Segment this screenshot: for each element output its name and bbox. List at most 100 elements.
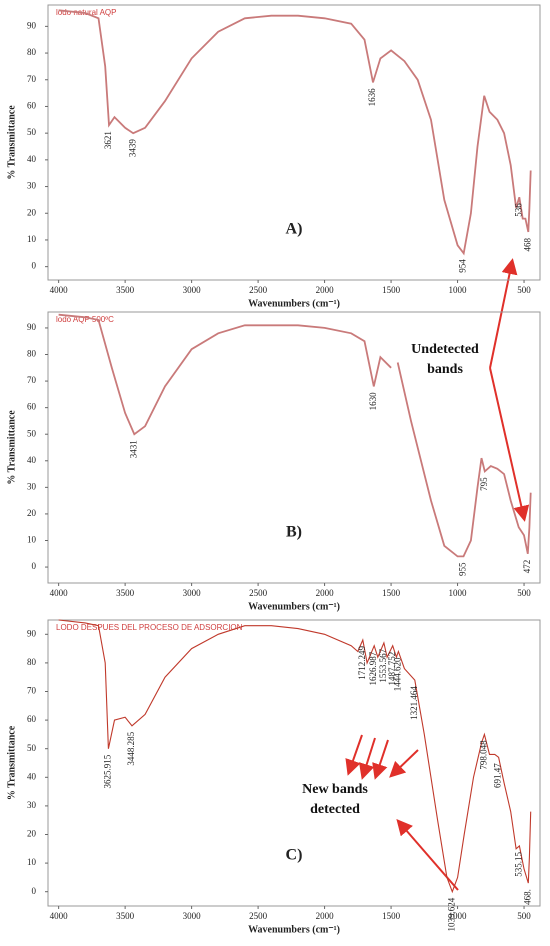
x-axis-title: Wavenumbers (cm⁻¹) [248, 601, 340, 612]
x-tick-label: 2500 [249, 588, 268, 598]
x-tick-label: 3000 [183, 588, 202, 598]
arrow [372, 739, 389, 780]
peak-label: 1636 [367, 88, 377, 107]
y-axis-title: % Transmittance [6, 410, 17, 485]
y-tick-label: 80 [27, 47, 37, 57]
x-tick-label: 4000 [50, 588, 69, 598]
peak-label: 468. [522, 889, 532, 905]
y-tick-label: 60 [27, 714, 37, 724]
plot-frame [47, 311, 541, 584]
y-tick-label: 40 [27, 154, 37, 164]
y-tick-label: 70 [27, 375, 37, 385]
arrow [489, 258, 518, 369]
x-tick-label: 1000 [449, 911, 468, 921]
x-tick-label: 3000 [183, 911, 202, 921]
x-axis-title: Wavenumbers (cm⁻¹) [248, 298, 340, 309]
x-tick-label: 2500 [249, 285, 268, 295]
x-tick-label: 3000 [183, 285, 202, 295]
x-tick-label: 1500 [382, 911, 401, 921]
y-tick-label: 30 [27, 181, 37, 191]
y-tick-label: 90 [27, 628, 37, 638]
x-tick-label: 4000 [50, 911, 69, 921]
y-tick-label: 20 [27, 207, 37, 217]
plot-frame [47, 619, 541, 907]
peak-label: 691.47 [493, 763, 503, 788]
y-tick-label: 40 [27, 455, 37, 465]
peak-label: 3439 [127, 139, 137, 158]
y-tick-label: 50 [27, 127, 37, 137]
peak-label: 955 [458, 562, 468, 576]
y-tick-label: 80 [27, 657, 37, 667]
peak-label: 1626.987 [368, 651, 378, 685]
panel-label: C) [286, 847, 303, 864]
y-tick-label: 60 [27, 402, 37, 412]
peak-label: 798.048 [478, 740, 488, 770]
y-tick-label: 0 [32, 886, 37, 896]
y-tick-label: 10 [27, 857, 37, 867]
y-tick-label: 50 [27, 428, 37, 438]
chart-title: LODO DESPUES DEL PROCESO DE ADSORCION [56, 623, 243, 632]
peak-label: 954 [458, 259, 468, 273]
peak-label: 1487.752 [387, 652, 397, 686]
y-tick-label: 20 [27, 508, 37, 518]
y-tick-label: 60 [27, 101, 37, 111]
panel-label: A) [286, 221, 303, 238]
annotation: Undetected bands [411, 342, 479, 377]
y-tick-label: 80 [27, 349, 37, 359]
y-tick-label: 20 [27, 829, 37, 839]
y-tick-label: 90 [27, 322, 37, 332]
x-tick-label: 2000 [316, 588, 335, 598]
peak-label: 1553.567 [378, 648, 388, 682]
x-tick-label: 500 [517, 285, 531, 295]
panel-label: B) [286, 524, 302, 541]
chart-title: lodo AQP 500ºC [56, 315, 114, 324]
peak-label: 795 [479, 477, 489, 491]
peak-label: 3431 [128, 440, 138, 458]
x-tick-label: 3500 [116, 911, 135, 921]
peak-label: 472 [522, 560, 532, 574]
y-tick-label: 0 [32, 261, 37, 271]
spectrum-line [58, 9, 532, 256]
y-axis-title: % Transmittance [6, 725, 17, 800]
arrow [358, 737, 376, 780]
peak-label: 1444.620 [392, 657, 402, 691]
y-tick-label: 50 [27, 743, 37, 753]
y-tick-label: 90 [27, 20, 37, 30]
plot-frame [47, 4, 541, 281]
peak-label: 536 [513, 203, 523, 217]
x-tick-label: 2500 [249, 911, 268, 921]
peak-label: 3625.915 [102, 754, 112, 788]
y-tick-label: 40 [27, 771, 37, 781]
y-tick-label: 30 [27, 800, 37, 810]
x-tick-label: 1500 [382, 588, 401, 598]
x-tick-label: 2000 [316, 911, 335, 921]
y-tick-label: 70 [27, 686, 37, 696]
peak-label: 535.15 [513, 851, 523, 876]
y-tick-label: 70 [27, 74, 37, 84]
peak-label: 1039.624 [446, 897, 456, 931]
x-tick-label: 3500 [116, 285, 135, 295]
arrow [396, 818, 459, 891]
y-tick-label: 10 [27, 535, 37, 545]
y-tick-label: 0 [32, 561, 37, 571]
peak-label: 3448.285 [126, 731, 136, 765]
peak-label: 1321.464 [409, 686, 419, 720]
x-tick-label: 500 [517, 911, 531, 921]
arrow [389, 749, 419, 778]
peak-label: 468 [522, 237, 532, 251]
y-tick-label: 10 [27, 234, 37, 244]
x-tick-label: 1000 [449, 588, 468, 598]
peak-label: 1630 [368, 392, 378, 411]
x-tick-label: 2000 [316, 285, 335, 295]
peak-label: 3621 [103, 131, 113, 149]
arrow [345, 734, 363, 776]
x-tick-label: 1500 [382, 285, 401, 295]
y-tick-label: 30 [27, 481, 37, 491]
peak-label: 1712.249 [357, 646, 367, 680]
x-tick-label: 500 [517, 588, 531, 598]
annotation: New bands detected [302, 782, 368, 817]
x-axis-title: Wavenumbers (cm⁻¹) [248, 924, 340, 935]
spectrum-line [58, 313, 532, 558]
